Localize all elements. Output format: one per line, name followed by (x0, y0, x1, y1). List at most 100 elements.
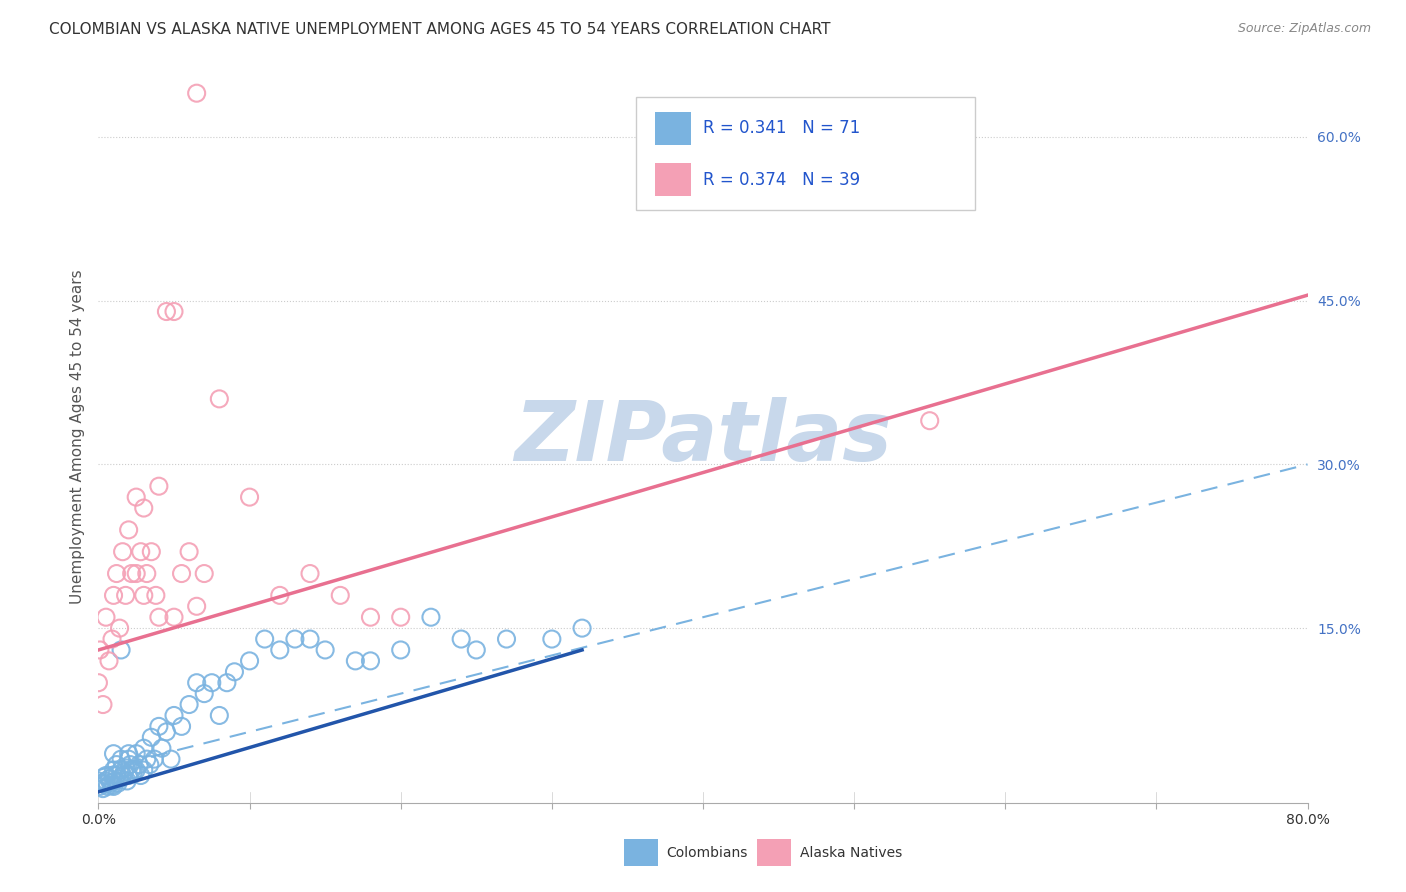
Point (125, 490, 148, 504)
Point (329, 588, 352, 602)
Point (94, 768, 117, 782)
Point (150, 741, 173, 756)
Point (96, 780, 118, 794)
Point (170, 566, 193, 581)
Point (148, 479, 170, 493)
Point (160, 752, 183, 766)
Point (201, 675, 224, 690)
Bar (655, 112, 690, 145)
Point (89, 780, 111, 794)
Point (571, 621, 593, 635)
Point (141, 545, 163, 559)
Point (98, 772, 121, 786)
Point (114, 588, 136, 602)
Point (299, 632, 322, 646)
Point (112, 765, 135, 780)
Point (118, 523, 141, 537)
Point (208, 708, 231, 723)
Point (360, 654, 382, 668)
Point (104, 774, 127, 789)
Point (299, 566, 322, 581)
Point (269, 588, 291, 602)
Text: Colombians: Colombians (666, 846, 748, 860)
Point (148, 719, 170, 733)
Point (91, 698, 114, 712)
Bar (758, 838, 792, 866)
Point (143, 752, 166, 766)
Point (186, 599, 208, 614)
Point (139, 757, 162, 772)
Point (155, 724, 177, 739)
Point (128, 757, 150, 772)
Point (193, 687, 215, 701)
Point (224, 665, 246, 679)
Point (94, 610, 117, 624)
Point (125, 747, 148, 761)
Point (132, 741, 155, 756)
Point (163, 304, 186, 318)
Text: ZIPatlas: ZIPatlas (515, 397, 891, 477)
Point (155, 304, 177, 318)
Point (125, 763, 148, 777)
Point (111, 545, 134, 559)
Point (389, 643, 412, 657)
Point (129, 768, 152, 782)
Point (215, 675, 238, 690)
Point (132, 501, 155, 516)
Point (105, 566, 128, 581)
Point (105, 757, 128, 772)
Point (129, 545, 152, 559)
Point (107, 776, 129, 790)
Point (314, 643, 336, 657)
Point (284, 632, 307, 646)
Text: COLOMBIAN VS ALASKA NATIVE UNEMPLOYMENT AMONG AGES 45 TO 54 YEARS CORRELATION CH: COLOMBIAN VS ALASKA NATIVE UNEMPLOYMENT … (49, 22, 831, 37)
Point (98, 654, 121, 668)
Point (179, 698, 201, 712)
Point (100, 776, 122, 790)
Point (103, 780, 125, 794)
Text: R = 0.374   N = 39: R = 0.374 N = 39 (703, 170, 860, 188)
Point (118, 747, 141, 761)
Point (269, 643, 291, 657)
Point (110, 752, 132, 766)
Point (122, 765, 145, 780)
Point (93, 777, 115, 791)
Bar (624, 838, 658, 866)
Point (94, 774, 117, 789)
Point (360, 610, 382, 624)
Point (389, 610, 412, 624)
Point (108, 772, 131, 786)
Point (141, 731, 163, 745)
Point (87, 774, 110, 789)
Point (118, 752, 141, 766)
Point (163, 610, 186, 624)
Point (145, 588, 167, 602)
Point (132, 588, 155, 602)
Point (101, 632, 124, 646)
Point (495, 632, 517, 646)
Point (148, 610, 170, 624)
Point (103, 747, 125, 761)
Point (121, 763, 143, 777)
Point (103, 588, 125, 602)
Point (239, 654, 262, 668)
Point (90, 776, 112, 790)
Point (253, 632, 276, 646)
Point (105, 768, 128, 782)
Point (135, 752, 157, 766)
Text: Source: ZipAtlas.com: Source: ZipAtlas.com (1237, 22, 1371, 36)
Point (170, 719, 193, 733)
Y-axis label: Unemployment Among Ages 45 to 54 years: Unemployment Among Ages 45 to 54 years (69, 269, 84, 605)
Text: Alaska Natives: Alaska Natives (800, 846, 903, 860)
Point (540, 632, 562, 646)
Point (118, 768, 141, 782)
Point (163, 708, 186, 723)
Point (115, 774, 138, 789)
Point (110, 643, 132, 657)
Point (420, 610, 443, 624)
Point (101, 778, 124, 792)
Point (918, 414, 941, 428)
Point (193, 566, 215, 581)
Point (186, 86, 208, 100)
Point (125, 566, 148, 581)
